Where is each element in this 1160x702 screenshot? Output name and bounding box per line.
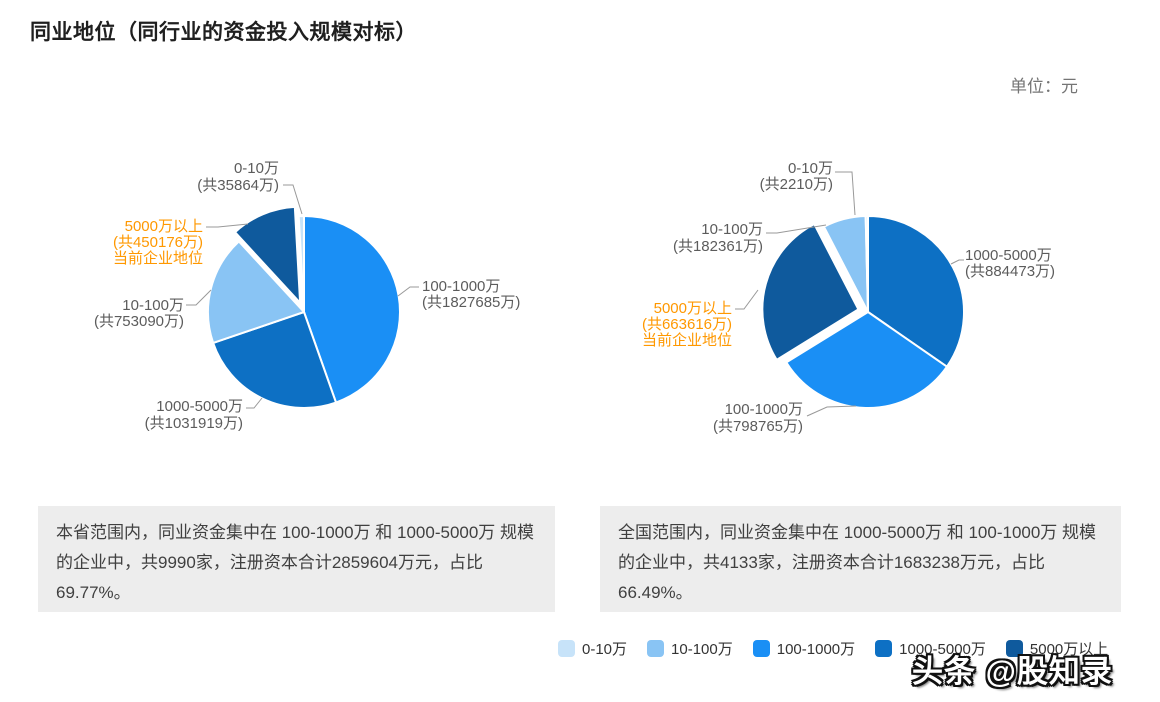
legend-label: 100-1000万 bbox=[776, 641, 856, 658]
pie-slice-label: 100-1000万 bbox=[422, 278, 500, 295]
pie-slice-amount: (共182361万) bbox=[673, 238, 763, 255]
label-leader-line bbox=[397, 286, 419, 297]
pie-slice-label-current: 5000万以上 bbox=[125, 218, 203, 235]
pie-slice-label: 10-100万 bbox=[701, 221, 763, 238]
unit-label: 单位：元 bbox=[1010, 77, 1078, 96]
label-leader-line bbox=[766, 224, 827, 234]
pie-slice-5[interactable] bbox=[234, 205, 302, 304]
legend-label: 0-10万 bbox=[582, 641, 628, 658]
pie-slice-1[interactable] bbox=[864, 215, 869, 313]
legend-swatch bbox=[875, 640, 893, 657]
summary-card-national: 全国范围内，同业资金集中在 1000-5000万 和 100-1000万 规模的… bbox=[600, 506, 1121, 612]
label-leader-line bbox=[186, 289, 212, 306]
legend-item-4[interactable]: 1000-5000万 bbox=[875, 638, 986, 659]
legend-item-1[interactable]: 0-10万 bbox=[558, 638, 627, 659]
pie-slice-3[interactable] bbox=[785, 311, 948, 409]
legend-label: 5000万以上 bbox=[1029, 641, 1109, 658]
current-position-label: 当前企业地位 bbox=[642, 331, 732, 349]
page-title: 同业地位（同行业的资金投入规模对标） bbox=[30, 21, 417, 44]
pie-slices-group bbox=[207, 205, 401, 409]
label-leader-line bbox=[835, 171, 856, 216]
pie-slice-amount: (共798765万) bbox=[713, 418, 803, 435]
label-leader-line bbox=[283, 184, 303, 215]
label-leader-line bbox=[735, 289, 759, 310]
legend-label: 1000-5000万 bbox=[899, 641, 986, 658]
pie-slice-4[interactable] bbox=[867, 215, 965, 368]
legend-swatch bbox=[647, 640, 665, 657]
legend-label: 10-100万 bbox=[671, 641, 733, 658]
pie-slices-group bbox=[761, 215, 965, 409]
pie-slice-label: 10-100万 bbox=[122, 297, 184, 314]
summary-card-province: 本省范围内，同业资金集中在 100-1000万 和 1000-5000万 规模的… bbox=[38, 506, 555, 612]
label-leader-line bbox=[950, 259, 964, 265]
pie-slice-amount: (共753090万) bbox=[94, 313, 184, 330]
pie-slice-amount-current: (共450176万) bbox=[113, 234, 203, 251]
current-position-label: 当前企业地位 bbox=[113, 249, 203, 267]
pie-slice-amount-current: (共663616万) bbox=[642, 316, 732, 333]
pie-chart-province: 0-10万 (共35864万) 5000万以上 (共450176万) 当前企业地… bbox=[94, 160, 520, 432]
pie-chart-national: 0-10万 (共2210万) 10-100万 (共182361万) 5000万以… bbox=[642, 160, 1055, 435]
pie-slice-5[interactable] bbox=[761, 223, 860, 361]
legend-item-2[interactable]: 10-100万 bbox=[647, 638, 733, 659]
pie-slice-label-current: 5000万以上 bbox=[654, 300, 732, 317]
pie-slice-amount: (共884473万) bbox=[965, 263, 1055, 280]
chart-legend: 0-10万 10-100万 100-1000万 1000-5000万 5000万… bbox=[558, 638, 1128, 659]
watermark: 头条 @股知录 bbox=[912, 654, 1113, 689]
pie-slice-amount: (共2210万) bbox=[760, 176, 833, 193]
pie-slice-2[interactable] bbox=[207, 240, 305, 344]
legend-item-5[interactable]: 5000万以上 bbox=[1005, 638, 1109, 659]
legend-item-3[interactable]: 100-1000万 bbox=[752, 638, 856, 659]
legend-swatch bbox=[558, 640, 575, 657]
pie-slice-label: 100-1000万 bbox=[725, 401, 803, 418]
legend-swatch bbox=[1005, 640, 1023, 657]
label-leader-line bbox=[206, 223, 249, 228]
label-leader-line bbox=[246, 397, 263, 409]
pie-slice-amount: (共1827685万) bbox=[422, 294, 520, 311]
legend-swatch bbox=[752, 640, 770, 657]
pie-slice-1[interactable] bbox=[297, 215, 305, 313]
label-leader-line bbox=[806, 405, 857, 417]
pie-slice-label: 1000-5000万 bbox=[965, 247, 1052, 264]
pie-slice-label: 0-10万 bbox=[234, 160, 279, 177]
pie-slice-label: 0-10万 bbox=[788, 160, 833, 177]
pie-slice-amount: (共35864万) bbox=[197, 177, 279, 194]
pie-slice-label: 1000-5000万 bbox=[156, 398, 243, 415]
pie-slice-amount: (共1031919万) bbox=[145, 415, 243, 432]
